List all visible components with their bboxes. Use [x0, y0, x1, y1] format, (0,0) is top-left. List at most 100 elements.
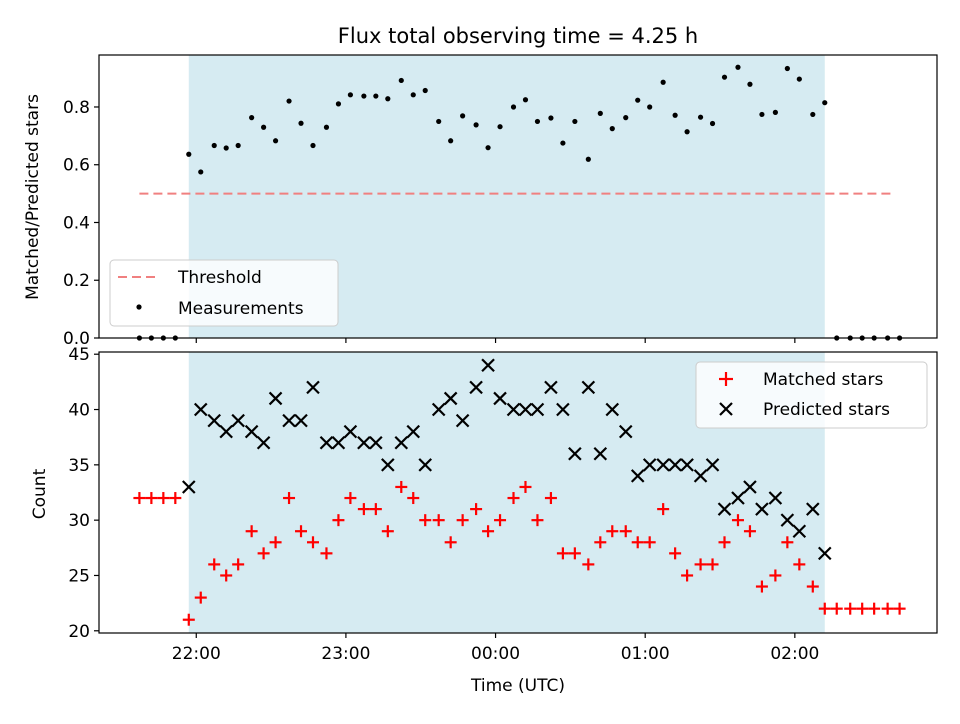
- measurement-point-15: [323, 124, 330, 130]
- x-tick-label-3: 01:00: [621, 644, 670, 664]
- predicted-point-49: [792, 524, 807, 538]
- predicted-point-2: [207, 413, 222, 428]
- bottom-panel: 20 25 30 35 40 45 22:00 23:00 00:00 01:00 02:00 C…: [30, 345, 938, 696]
- matched-point-19: [369, 503, 382, 516]
- bottom-y-tick-label-4: 40: [68, 401, 90, 421]
- predicted-point-14: [357, 435, 371, 450]
- measurement-point-31: [522, 97, 529, 103]
- legend-predicted-swatch: [719, 402, 733, 416]
- predicted-point-35: [618, 424, 633, 439]
- predicted-point-17: [394, 435, 409, 450]
- measurement-point-44: [684, 129, 690, 135]
- predicted-point-26: [506, 402, 521, 417]
- matched-point-59: [868, 602, 881, 615]
- measurement-point-53: [796, 76, 802, 82]
- measurement-point-14: [310, 142, 316, 149]
- top-x-ticks: [195, 338, 796, 343]
- measurement-point-55: [822, 100, 828, 106]
- measurement-point-17: [347, 92, 353, 98]
- measurement-point-5: [198, 169, 204, 175]
- predicted-point-30: [556, 402, 570, 417]
- measurement-point-47: [721, 74, 728, 80]
- measurement-point-26: [460, 113, 466, 119]
- predicted-point-44: [731, 491, 745, 505]
- measurement-point-52: [784, 65, 790, 72]
- predicted-point-0: [182, 480, 196, 494]
- matched-point-50: [755, 580, 768, 593]
- matched-point-60: [881, 602, 894, 615]
- measurement-point-45: [697, 114, 704, 120]
- predicted-point-24: [481, 358, 495, 373]
- predicted-point-23: [469, 380, 483, 395]
- predicted-point-13: [343, 424, 358, 439]
- predicted-point-1: [193, 402, 208, 417]
- matched-point-48: [731, 514, 744, 527]
- matched-point-2: [157, 492, 170, 505]
- measurement-point-6: [211, 142, 217, 149]
- matched-point-46: [706, 558, 719, 571]
- measurement-point-46: [709, 120, 716, 127]
- bottom-legend-box: [695, 361, 928, 429]
- matched-point-26: [456, 514, 469, 527]
- predicted-point-12: [331, 435, 346, 450]
- predicted-point-46: [755, 502, 769, 516]
- predicted-point-27: [518, 402, 533, 417]
- predicted-point-40: [680, 458, 694, 472]
- predicted-point-8: [282, 413, 296, 428]
- predicted-point-25: [493, 391, 507, 406]
- measurement-point-40: [635, 97, 641, 103]
- measurement-point-28: [485, 145, 491, 151]
- matched-point-14: [306, 536, 319, 549]
- predicted-point-6: [256, 435, 271, 450]
- measurement-point-35: [572, 118, 578, 125]
- matched-point-35: [568, 547, 581, 560]
- measurement-point-24: [436, 118, 442, 125]
- matched-point-34: [556, 547, 569, 560]
- matched-point-21: [395, 480, 408, 493]
- measurement-point-13: [298, 120, 304, 126]
- legend-matched-label: Matched stars: [763, 370, 883, 390]
- legend-threshold-label: Threshold: [177, 268, 262, 288]
- matched-point-51: [769, 569, 782, 582]
- bottom-y-tick-label-3: 35: [68, 456, 90, 476]
- measurement-point-41: [647, 104, 653, 110]
- matched-point-29: [494, 514, 507, 527]
- matched-point-44: [681, 569, 694, 582]
- measurement-point-23: [422, 87, 428, 94]
- matched-point-31: [519, 480, 532, 493]
- measurement-point-4: [186, 151, 192, 157]
- matched-point-8: [232, 558, 245, 571]
- measurement-point-29: [497, 124, 503, 130]
- predicted-point-9: [294, 413, 308, 428]
- measurement-point-12: [286, 98, 292, 104]
- measurement-point-38: [609, 126, 615, 132]
- bottom-y-tick-label-2: 30: [68, 511, 90, 531]
- predicted-point-16: [381, 458, 395, 472]
- top-y-ticks: 0.0 0.2 0.4 0.6 0.8: [63, 98, 99, 349]
- bottom-y-tick-label-0: 20: [68, 622, 90, 642]
- predicted-point-15: [369, 435, 383, 450]
- matched-point-38: [606, 525, 619, 538]
- bottom-y-tick-label-1: 25: [68, 566, 90, 586]
- measurement-point-10: [261, 124, 267, 130]
- matched-point-57: [844, 602, 857, 615]
- measurement-point-18: [361, 93, 367, 99]
- matched-stars-points: [133, 480, 906, 626]
- measurement-point-16: [335, 101, 342, 107]
- predicted-point-4: [231, 413, 245, 428]
- bottom-axes-frame: [98, 351, 938, 634]
- top-y-axis-label: Matched/Predicted stars: [23, 94, 43, 300]
- predicted-point-48: [780, 513, 795, 527]
- matched-point-4: [182, 613, 195, 626]
- x-tick-label-2: 00:00: [471, 644, 520, 664]
- x-tick-label-1: 23:00: [321, 644, 370, 664]
- bottom-y-ticks: 20 25 30 35 40 45: [68, 345, 99, 642]
- predicted-point-42: [705, 458, 720, 472]
- top-y-tick-label-4: 0.8: [63, 98, 90, 118]
- bottom-legend: Matched stars Predicted stars: [695, 361, 928, 429]
- measurement-point-19: [373, 93, 379, 99]
- predicted-point-20: [431, 402, 446, 417]
- matched-point-53: [793, 558, 806, 571]
- predicted-point-5: [244, 424, 259, 439]
